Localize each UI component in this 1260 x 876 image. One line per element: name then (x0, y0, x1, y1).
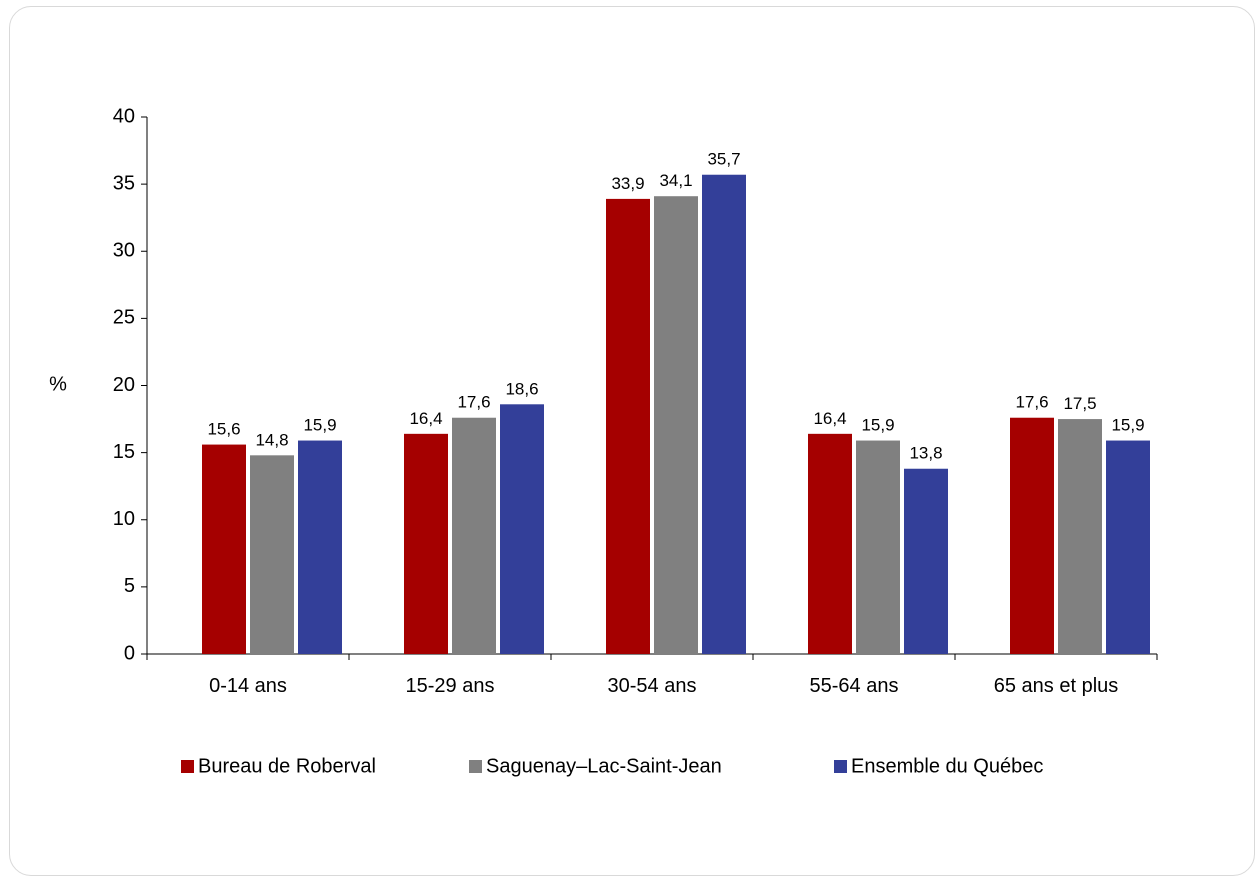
data-label: 17,6 (457, 393, 490, 412)
bar (702, 174, 746, 655)
bar (654, 196, 698, 654)
y-axis-label: % (49, 373, 67, 395)
x-tick-label: 30-54 ans (608, 675, 697, 697)
bar (1106, 440, 1150, 654)
y-tick-label: 15 (113, 441, 135, 463)
bar (1010, 417, 1054, 654)
bar (298, 440, 342, 654)
data-label: 18,6 (505, 379, 538, 398)
bar (856, 440, 900, 654)
y-tick-label: 25 (113, 307, 135, 329)
bars (202, 174, 1150, 655)
y-tick-label: 20 (113, 374, 135, 396)
x-tick-label: 55-64 ans (810, 675, 899, 697)
bar (606, 198, 650, 654)
data-label: 34,1 (659, 171, 692, 190)
y-tick-label: 40 (113, 105, 135, 127)
data-label: 16,4 (813, 409, 846, 428)
legend-label: Saguenay–Lac-Saint-Jean (486, 755, 722, 777)
bar (202, 444, 246, 654)
axes: 0 5 10 15 20 25 30 35 40 0-14 ans 15-29 ans 30-54 a… (113, 105, 1158, 697)
data-label: 15,9 (303, 416, 336, 435)
bar (250, 455, 294, 654)
y-tick-label: 0 (124, 642, 135, 664)
bar (808, 433, 852, 654)
x-tick-label: 15-29 ans (406, 675, 495, 697)
bar-chart: 0 5 10 15 20 25 30 35 40 0-14 ans 15-29 ans 30-54 a… (49, 105, 1158, 777)
data-label: 17,6 (1015, 393, 1048, 412)
bar (1058, 419, 1102, 654)
bar (500, 404, 544, 654)
y-tick-label: 30 (113, 240, 135, 262)
data-label: 14,8 (255, 430, 288, 449)
y-tick-label: 5 (124, 575, 135, 597)
data-label: 35,7 (707, 150, 740, 169)
data-label: 15,9 (1111, 416, 1144, 435)
bar (404, 433, 448, 654)
bar (452, 417, 496, 654)
legend-swatch (181, 760, 194, 773)
y-tick-label: 35 (113, 172, 135, 194)
data-label: 15,6 (207, 420, 240, 439)
legend-swatch (469, 760, 482, 773)
data-label: 33,9 (611, 174, 644, 193)
legend-swatch (834, 760, 847, 773)
data-label: 16,4 (409, 409, 442, 428)
x-tick-label: 65 ans et plus (994, 675, 1119, 697)
y-tick-label: 10 (113, 508, 135, 530)
data-labels: 15,6 14,8 15,9 16,4 17,6 18,6 33,9 34,1 35,7 16,4… (207, 150, 1144, 463)
bar (904, 468, 948, 654)
data-label: 13,8 (909, 444, 942, 463)
x-tick-label: 0-14 ans (209, 675, 287, 697)
data-label: 15,9 (861, 416, 894, 435)
legend: Bureau de Roberval Saguenay–Lac-Saint-Jea… (181, 755, 1043, 777)
data-label: 17,5 (1063, 394, 1096, 413)
legend-label: Bureau de Roberval (198, 755, 376, 777)
legend-label: Ensemble du Québec (851, 755, 1043, 777)
